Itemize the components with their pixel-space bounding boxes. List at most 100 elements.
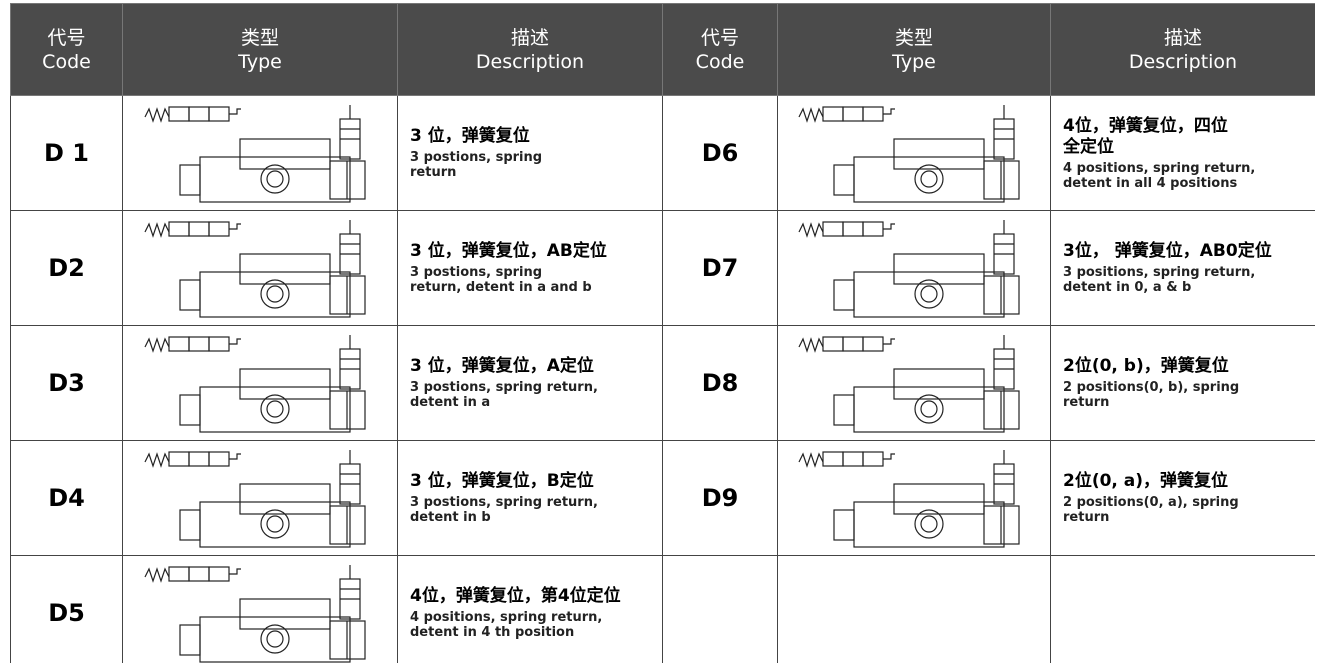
desc-en-block: 4 positions, spring return, detent in 4 t… <box>410 610 662 640</box>
header-en: Code <box>42 50 91 73</box>
port <box>833 279 855 311</box>
bolt <box>920 285 938 303</box>
desc-cell: 3 位，弹簧复位，A定位 3 postions, spring return, de… <box>397 325 663 441</box>
valve-diagram <box>144 565 366 663</box>
position-box <box>208 221 230 237</box>
bolt <box>260 279 290 309</box>
position-box <box>188 106 210 122</box>
valve-body <box>239 253 331 285</box>
header-en: Type <box>892 50 936 73</box>
bolt <box>266 515 284 533</box>
desc-en: return <box>410 165 457 180</box>
port <box>833 509 855 541</box>
desc-en: detent in all 4 positions <box>1063 175 1238 191</box>
desc-cell: 3位， 弹簧复位，AB0定位 3 positions, spring return… <box>1050 210 1315 326</box>
desc-en: return <box>1063 510 1110 525</box>
desc-en: 3 postions, spring <box>410 150 543 165</box>
desc-cell: 3 位，弹簧复位 3 postions, spring return <box>397 95 663 211</box>
code-cell: D9 <box>662 440 778 556</box>
desc-zh: 全定位 <box>1063 136 1114 157</box>
table-row: D4 3 位，弹簧复位，B定位 3 postions, spring return… <box>10 440 1315 556</box>
desc-en: detent in b <box>410 510 491 525</box>
position-box <box>842 336 864 352</box>
valve-body <box>239 368 331 400</box>
desc-zh: 2位(0, a)，弹簧复位 <box>1063 471 1229 491</box>
table-row: D3 3 位，弹簧复位，A定位 3 postions, spring return… <box>10 325 1315 441</box>
port <box>179 394 201 426</box>
position-box <box>188 221 210 237</box>
valve-body <box>893 138 985 170</box>
header-en: Description <box>1128 50 1238 73</box>
position-box <box>842 451 864 467</box>
bolt <box>266 170 284 188</box>
desc-cell: 2位(0, b)，弹簧复位 2 positions(0, b), spring re… <box>1050 325 1315 441</box>
position-box <box>862 106 884 122</box>
header-en: Description <box>475 50 585 73</box>
desc-en: detent in a <box>410 395 491 410</box>
header-zh: 代号 <box>47 26 86 49</box>
position-box <box>862 451 884 467</box>
valve-base <box>199 501 351 548</box>
valve-body <box>239 138 331 170</box>
position-box <box>842 221 864 237</box>
spring <box>144 222 170 238</box>
port <box>833 164 855 196</box>
desc-cell: 4位，弹簧复位，第4位定位 4 positions, spring return,… <box>397 555 663 663</box>
desc-en: 3 positions, spring return, <box>1063 265 1256 280</box>
desc-zh: 4位，弹簧复位，第4位定位 <box>410 586 621 606</box>
bolt <box>914 394 944 424</box>
bolt <box>920 170 938 188</box>
code-cell: D2 <box>10 210 123 326</box>
lever-symbol <box>883 108 895 115</box>
position-box <box>208 106 230 122</box>
spring <box>144 337 170 353</box>
type-cell <box>122 555 398 663</box>
lever-symbol <box>229 108 241 115</box>
valve-diagram <box>144 450 366 548</box>
position-box <box>842 106 864 122</box>
position-box <box>168 221 190 237</box>
code-cell: D7 <box>662 210 778 326</box>
desc-zh: 3 位，弹簧复位 <box>410 126 530 146</box>
bolt <box>914 509 944 539</box>
valve-diagram <box>144 105 366 203</box>
valve-base <box>199 156 351 203</box>
header-en: Type <box>238 50 282 73</box>
port <box>179 279 201 311</box>
position-box <box>168 566 190 582</box>
position-box <box>208 336 230 352</box>
valve-base <box>199 271 351 318</box>
empty-cell <box>662 555 778 663</box>
desc-zh: 2位(0, b)，弹簧复位 <box>1063 356 1229 376</box>
code-cell: D4 <box>10 440 123 556</box>
lever-symbol <box>229 338 241 345</box>
desc-en: 3 postions, spring return, <box>410 380 598 395</box>
valve-base <box>199 386 351 433</box>
desc-en: 2 positions(0, b), spring <box>1063 380 1240 395</box>
bolt <box>920 400 938 418</box>
valve-diagram <box>144 335 366 433</box>
desc-en: return <box>1063 395 1110 410</box>
position-box <box>188 566 210 582</box>
header-zh: 类型 <box>894 26 933 49</box>
header-cell: 类型 Type <box>122 3 398 96</box>
desc-en: 3 postions, spring return, <box>410 495 598 510</box>
valve-base <box>853 501 1005 548</box>
type-cell <box>777 440 1051 556</box>
position-box <box>208 566 230 582</box>
type-cell <box>777 325 1051 441</box>
bolt <box>260 394 290 424</box>
valve-body <box>239 598 331 630</box>
desc-en: 3 postions, spring <box>410 265 543 280</box>
valve-diagram <box>798 220 1020 318</box>
desc-cell: 4位，弹簧复位，四位 全定位 4 positions, spring return,… <box>1050 95 1315 211</box>
valve-diagram <box>798 335 1020 433</box>
code-cell: D 1 <box>10 95 123 211</box>
spring <box>798 107 824 123</box>
position-box <box>168 106 190 122</box>
header-row: 代号 Code 类型 Type 描述 Description 代号 Code 类型 Type 描述 D… <box>10 3 1315 96</box>
spec-table: 代号 Code 类型 Type 描述 Description 代号 Code 类型 Type 描述 D… <box>10 3 1315 663</box>
valve-body <box>893 483 985 515</box>
desc-cell: 3 位，弹簧复位，B定位 3 postions, spring return, de… <box>397 440 663 556</box>
position-box <box>822 336 844 352</box>
